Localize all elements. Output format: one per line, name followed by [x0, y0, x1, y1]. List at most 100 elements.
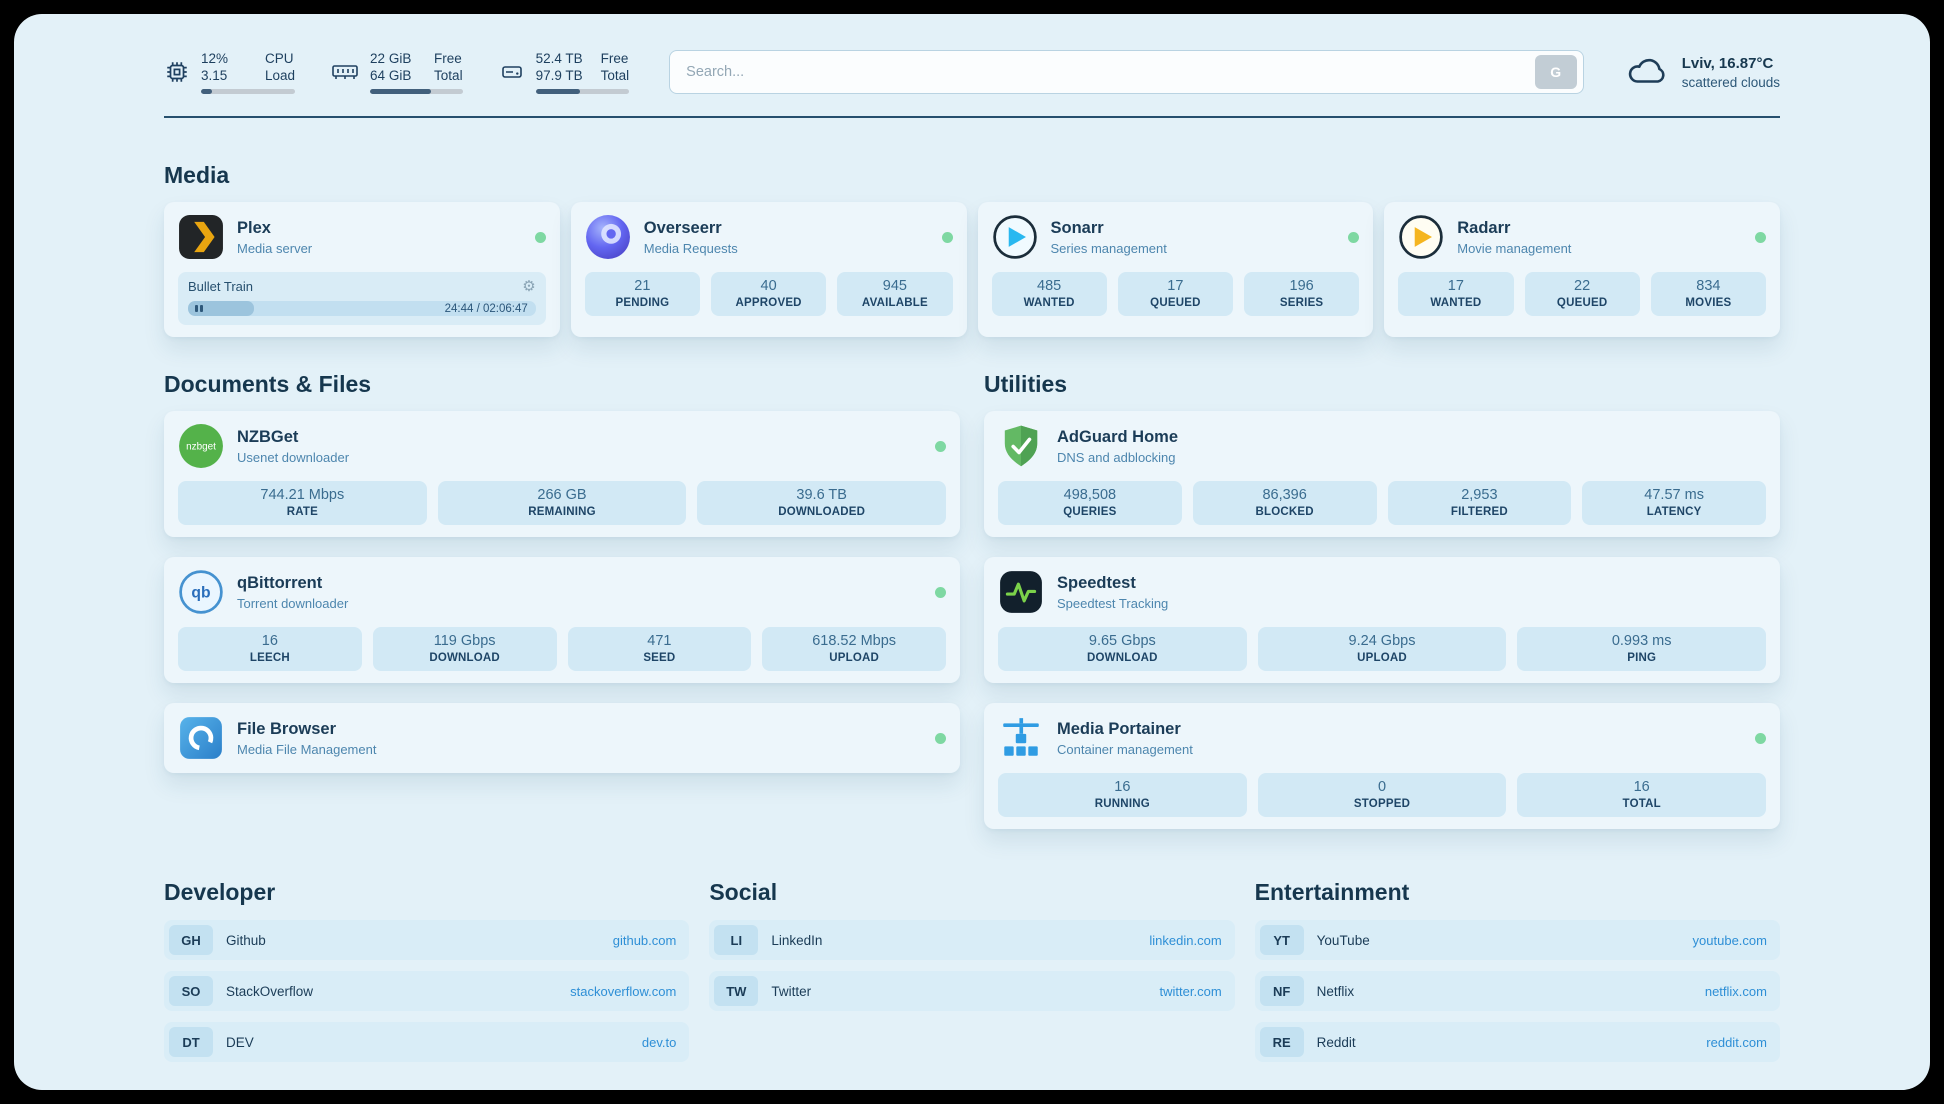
- bookmark-name: Netflix: [1316, 983, 1355, 999]
- service-text: Media Portainer Container management: [1057, 720, 1193, 757]
- status-dot: [1348, 231, 1360, 243]
- service-description: Speedtest Tracking: [1057, 595, 1169, 611]
- bookmark-url[interactable]: dev.to: [641, 1034, 677, 1050]
- stats-row: 16 RUNNING 0 STOPPED 16 TOTAL: [998, 773, 1767, 817]
- service-card-nzbget[interactable]: nzbget NZBGet Usenet downloader 74: [164, 411, 960, 537]
- bookmark-url[interactable]: reddit.com: [1706, 1034, 1767, 1050]
- bookmark-abbr: GH: [169, 925, 213, 955]
- stat-wanted: 485 WANTED: [991, 272, 1107, 316]
- stats-row: 498,508 QUERIES 86,396 BLOCKED 2,953 FIL…: [998, 481, 1766, 525]
- metric-cpu: 12% CPU 3.15 Load: [164, 50, 296, 94]
- service-card-radarr[interactable]: Radarr Movie management 17 WANTED 22 QUE…: [1384, 202, 1780, 337]
- bookmark-abbr: YT: [1259, 925, 1304, 955]
- bookmark-url[interactable]: netflix.com: [1704, 983, 1767, 999]
- section-title-utilities: Utilities: [984, 371, 1068, 397]
- bookmark-url[interactable]: github.com: [612, 932, 677, 948]
- service-card-overseerr[interactable]: Overseerr Media Requests 21 PENDING 40 A…: [570, 202, 967, 337]
- search-provider-button[interactable]: G: [1534, 55, 1577, 89]
- bookmark-abbr: SO: [169, 976, 213, 1006]
- stat-stopped: 0 STOPPED: [1257, 773, 1507, 817]
- service-card-speedtest[interactable]: Speedtest Speedtest Tracking 9.65 Gbps D…: [984, 557, 1780, 683]
- gear-icon[interactable]: ⚙: [522, 278, 536, 295]
- memory-progress-bar: [370, 88, 463, 94]
- service-text: Speedtest Speedtest Tracking: [1057, 574, 1168, 611]
- cpu-progress-bar: [201, 88, 296, 94]
- disk-free-value: 52.4 TB: [535, 50, 583, 66]
- stat-available: 945 AVAILABLE: [837, 272, 953, 316]
- stat-rate: 744.21 Mbps RATE: [178, 481, 427, 525]
- service-card-sonarr[interactable]: Sonarr Series management 485 WANTED 17 Q…: [977, 202, 1374, 337]
- bookmark-url[interactable]: linkedin.com: [1149, 932, 1222, 948]
- bookmark-url[interactable]: twitter.com: [1159, 983, 1222, 999]
- portainer-icon: [998, 715, 1044, 761]
- status-dot: [534, 231, 546, 243]
- service-name: File Browser: [237, 719, 337, 738]
- service-card-plex[interactable]: Plex Media server Bullet Train ⚙: [164, 202, 560, 337]
- stats-row: 16 LEECH 119 Gbps DOWNLOAD 471 SEED: [178, 627, 946, 671]
- bookmark-linkedin[interactable]: LI LinkedIn linkedin.com: [709, 920, 1235, 960]
- svg-text:qb: qb: [191, 585, 210, 602]
- dashboard-panel: 12% CPU 3.15 Load 22: [14, 14, 1930, 1090]
- disk-icon: [499, 60, 525, 84]
- svg-text:nzbget: nzbget: [186, 442, 216, 453]
- bookmark-twitter[interactable]: TW Twitter twitter.com: [709, 971, 1235, 1011]
- service-card-adguard[interactable]: AdGuard Home DNS and adblocking 498,508 …: [984, 411, 1780, 537]
- service-name: Plex: [237, 218, 271, 237]
- card-header: AdGuard Home DNS and adblocking: [998, 423, 1766, 469]
- bookmark-url[interactable]: youtube.com: [1692, 932, 1767, 948]
- stat-series: 196 SERIES: [1244, 272, 1360, 316]
- search-bar[interactable]: G: [669, 50, 1584, 94]
- stat-download: 119 Gbps DOWNLOAD: [372, 627, 557, 671]
- service-text: Radarr Movie management: [1457, 219, 1571, 256]
- cpu-usage-value: 12%: [201, 50, 229, 66]
- service-description: Media Requests: [643, 240, 738, 256]
- cpu-usage-label: CPU: [265, 50, 294, 66]
- stat-leech: 16 LEECH: [178, 627, 362, 671]
- bookmark-url[interactable]: stackoverflow.com: [570, 983, 677, 999]
- stat-queued: 17 QUEUED: [1117, 272, 1233, 316]
- status-dot: [1755, 231, 1766, 243]
- now-playing-widget: Bullet Train ⚙ 24:44 / 02:06:47: [178, 272, 546, 325]
- card-header: Overseerr Media Requests: [585, 214, 953, 260]
- section-media: Media Plex Media server: [164, 162, 1780, 337]
- playback-progress-bar[interactable]: 24:44 / 02:06:47: [188, 301, 536, 316]
- stat-filtered: 2,953 FILTERED: [1387, 481, 1572, 525]
- bookmark-github[interactable]: GH Github github.com: [164, 920, 690, 960]
- status-dot: [935, 732, 946, 744]
- bookmark-group-social: Social LI LinkedIn linkedin.com TW Twitt…: [709, 879, 1235, 1062]
- stats-row: 21 PENDING 40 APPROVED 945 AVAILABLE: [584, 272, 953, 316]
- stat-blocked: 86,396 BLOCKED: [1192, 481, 1377, 525]
- bookmark-abbr: DT: [169, 1027, 213, 1057]
- metric-disk: 52.4 TB Free 97.9 TB Total: [499, 51, 630, 94]
- service-card-filebrowser[interactable]: File Browser Media File Management: [164, 703, 960, 773]
- service-description: Movie management: [1457, 240, 1572, 256]
- search-input[interactable]: [686, 64, 1535, 80]
- service-card-portainer[interactable]: Media Portainer Container management 16 …: [984, 703, 1780, 829]
- status-dot: [1755, 732, 1766, 744]
- bookmark-abbr: LI: [714, 925, 759, 955]
- bookmark-name: LinkedIn: [771, 932, 823, 948]
- stats-row: 485 WANTED 17 QUEUED 196 SERIES: [991, 272, 1360, 316]
- bookmark-youtube[interactable]: YT YouTube youtube.com: [1254, 920, 1780, 960]
- section-utilities: Utilities: [984, 371, 1780, 829]
- stat-approved: 40 APPROVED: [711, 272, 827, 316]
- bookmark-reddit[interactable]: RE Reddit reddit.com: [1254, 1022, 1780, 1062]
- cloud-icon: [1624, 53, 1670, 92]
- filebrowser-icon: [178, 715, 224, 761]
- stat-remaining: 266 GB REMAINING: [437, 481, 687, 525]
- bookmark-abbr: RE: [1259, 1027, 1304, 1057]
- bookmark-stackoverflow[interactable]: SO StackOverflow stackoverflow.com: [164, 971, 690, 1011]
- metric-memory: 22 GiB Free 64 GiB Total: [331, 51, 463, 94]
- bookmark-netflix[interactable]: NF Netflix netflix.com: [1254, 971, 1780, 1011]
- weather-widget: Lviv, 16.87°C scattered clouds: [1624, 53, 1780, 92]
- radarr-icon: [1398, 214, 1444, 260]
- bookmark-dev[interactable]: DT DEV dev.to: [164, 1022, 690, 1062]
- stat-ping: 0.993 ms PING: [1517, 627, 1767, 671]
- adguard-icon: [998, 423, 1044, 469]
- service-card-qbittorrent[interactable]: qb qBittorrent Torrent downloader: [164, 557, 960, 683]
- memory-free-label: Free: [434, 50, 462, 66]
- disk-free-label: Free: [600, 50, 629, 66]
- pause-icon[interactable]: [195, 305, 203, 312]
- bookmark-abbr: TW: [714, 976, 759, 1006]
- playback-time: 24:44 / 02:06:47: [444, 302, 528, 315]
